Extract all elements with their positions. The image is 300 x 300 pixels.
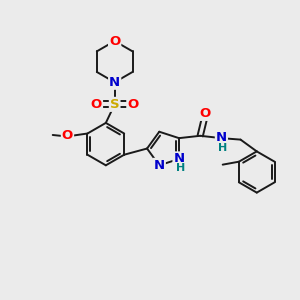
Text: O: O [62,129,73,142]
Text: S: S [110,98,119,111]
Text: N: N [154,159,165,172]
Text: O: O [91,98,102,111]
Text: O: O [109,34,120,48]
Text: N: N [216,131,227,144]
Text: N: N [173,152,184,165]
Text: O: O [127,98,139,111]
Text: O: O [199,107,210,120]
Text: N: N [109,76,120,89]
Text: H: H [218,143,227,153]
Text: H: H [176,163,185,173]
